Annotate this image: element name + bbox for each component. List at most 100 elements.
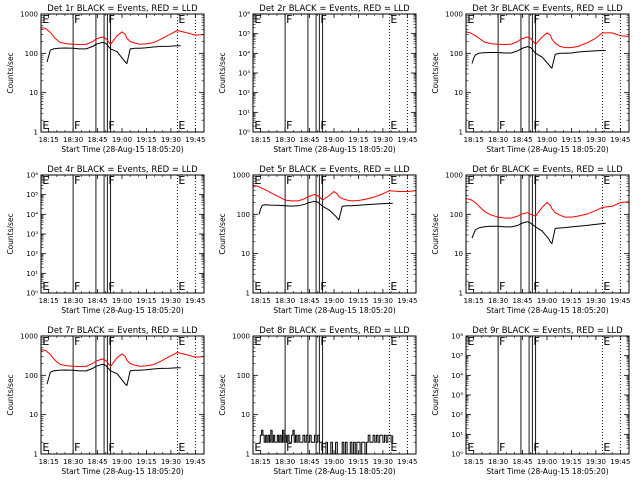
axes-frame bbox=[465, 13, 630, 133]
x-tick-label: 18:15 bbox=[251, 297, 271, 305]
event-marker-top: F bbox=[499, 13, 505, 26]
event-marker-bottom: F bbox=[533, 441, 539, 454]
x-tick-label: 19:30 bbox=[586, 458, 606, 466]
x-tick-label: 19:15 bbox=[136, 458, 156, 466]
event-marker-top: E bbox=[254, 13, 261, 26]
event-marker-top: E bbox=[178, 174, 185, 187]
y-tick-label: 10¹ bbox=[238, 109, 250, 117]
y-axis-label: Counts/sec bbox=[431, 213, 440, 254]
x-tick-label: 18:30 bbox=[488, 136, 508, 144]
event-marker-top: F bbox=[533, 13, 539, 26]
x-tick-label: 18:15 bbox=[251, 458, 271, 466]
event-marker-top: F bbox=[499, 174, 505, 187]
event-marker-bottom: F bbox=[320, 119, 326, 132]
x-tick-label: 19:30 bbox=[586, 297, 606, 305]
event-marker-bottom: E bbox=[467, 119, 474, 132]
y-tick-label: 100 bbox=[25, 50, 38, 58]
x-tick-label: 19:15 bbox=[348, 458, 368, 466]
panel-title: Det 4r BLACK = Events, RED = LLD bbox=[47, 165, 198, 175]
panel-title: Det 5r BLACK = Events, RED = LLD bbox=[259, 165, 410, 175]
x-tick-label: 18:30 bbox=[488, 297, 508, 305]
x-tick-label: 19:15 bbox=[561, 297, 581, 305]
panel-3: Det 3r BLACK = Events, RED = LLDEEFFFFEE… bbox=[431, 4, 630, 154]
event-marker-top: F bbox=[320, 335, 326, 348]
event-marker-top: E bbox=[42, 13, 49, 26]
x-tick-label: 18:45 bbox=[87, 297, 107, 305]
event-marker-bottom: F bbox=[499, 441, 505, 454]
event-marker-bottom: E bbox=[254, 119, 261, 132]
event-marker-top: F bbox=[74, 13, 80, 26]
event-marker-bottom: F bbox=[286, 280, 292, 293]
x-tick-label: 18:45 bbox=[299, 136, 319, 144]
y-tick-label: 1 bbox=[246, 451, 250, 459]
axes-frame bbox=[252, 335, 417, 455]
x-tick-label: 18:45 bbox=[512, 297, 532, 305]
event-marker-bottom: F bbox=[74, 119, 80, 132]
series-events bbox=[46, 41, 181, 64]
event-marker-top: E bbox=[254, 174, 261, 187]
axes-frame bbox=[252, 174, 417, 294]
x-tick-label: 18:15 bbox=[39, 136, 59, 144]
y-tick-label: 10⁰ bbox=[451, 451, 463, 459]
axes-frame bbox=[40, 174, 205, 294]
y-axis-label: Counts/sec bbox=[218, 374, 227, 415]
series-events bbox=[46, 363, 181, 386]
event-marker-top: F bbox=[74, 335, 80, 348]
event-marker-bottom: F bbox=[108, 280, 114, 293]
event-marker-top: F bbox=[320, 174, 326, 187]
event-marker-top: E bbox=[178, 13, 185, 26]
x-tick-label: 18:15 bbox=[464, 297, 484, 305]
series-lld bbox=[40, 27, 204, 45]
event-marker-top: E bbox=[467, 335, 474, 348]
panel-8: Det 8r BLACK = Events, RED = LLDEEFFFFEE… bbox=[218, 326, 417, 476]
y-tick-label: 1000 bbox=[20, 11, 38, 19]
event-marker-bottom: F bbox=[286, 441, 292, 454]
event-marker-bottom: F bbox=[74, 280, 80, 293]
event-marker-top: E bbox=[603, 335, 610, 348]
event-marker-bottom: E bbox=[42, 441, 49, 454]
event-marker-bottom: E bbox=[178, 280, 185, 293]
axes-frame bbox=[252, 13, 417, 133]
axes-frame bbox=[40, 335, 205, 455]
panel-title: Det 9r BLACK = Events, RED = LLD bbox=[472, 326, 623, 336]
y-tick-label: 10⁶ bbox=[26, 172, 38, 180]
y-tick-label: 10 bbox=[241, 250, 250, 258]
event-marker-bottom: F bbox=[533, 119, 539, 132]
series-events bbox=[258, 200, 393, 221]
event-marker-bottom: E bbox=[42, 119, 49, 132]
y-tick-label: 10² bbox=[238, 89, 250, 97]
y-tick-label: 10² bbox=[451, 411, 463, 419]
y-tick-label: 10 bbox=[29, 411, 38, 419]
event-marker-bottom: E bbox=[254, 280, 261, 293]
series-events bbox=[471, 46, 606, 69]
panel-9: Det 9r BLACK = Events, RED = LLDEEFFFFEE… bbox=[431, 326, 630, 476]
y-tick-label: 10 bbox=[454, 250, 463, 258]
event-marker-bottom: F bbox=[108, 119, 114, 132]
x-axis-label: Start Time (28-Aug-15 18:05:20) bbox=[486, 467, 608, 476]
x-tick-label: 19:45 bbox=[610, 458, 630, 466]
y-tick-label: 1 bbox=[34, 129, 38, 137]
y-tick-label: 10³ bbox=[238, 70, 250, 78]
x-axis-label: Start Time (28-Aug-15 18:05:20) bbox=[273, 306, 395, 315]
event-marker-top: E bbox=[178, 335, 185, 348]
event-marker-top: F bbox=[108, 13, 114, 26]
x-tick-label: 18:45 bbox=[87, 458, 107, 466]
y-tick-label: 10⁵ bbox=[238, 30, 250, 38]
y-axis-label: Counts/sec bbox=[218, 213, 227, 254]
x-tick-label: 19:30 bbox=[373, 297, 393, 305]
y-tick-label: 1000 bbox=[20, 333, 38, 341]
event-marker-bottom: E bbox=[467, 441, 474, 454]
y-tick-label: 10 bbox=[241, 411, 250, 419]
event-marker-top: F bbox=[108, 174, 114, 187]
y-tick-label: 10 bbox=[454, 89, 463, 97]
panel-7: Det 7r BLACK = Events, RED = LLDEEFFFFEE… bbox=[6, 326, 205, 476]
x-tick-label: 19:45 bbox=[610, 297, 630, 305]
y-tick-label: 1 bbox=[34, 451, 38, 459]
event-marker-bottom: E bbox=[390, 280, 397, 293]
x-axis-label: Start Time (28-Aug-15 18:05:20) bbox=[61, 145, 183, 154]
x-tick-label: 18:15 bbox=[39, 297, 59, 305]
event-marker-bottom: F bbox=[320, 280, 326, 293]
y-tick-label: 1 bbox=[459, 129, 463, 137]
x-tick-label: 18:30 bbox=[275, 136, 295, 144]
event-marker-bottom: E bbox=[254, 441, 261, 454]
